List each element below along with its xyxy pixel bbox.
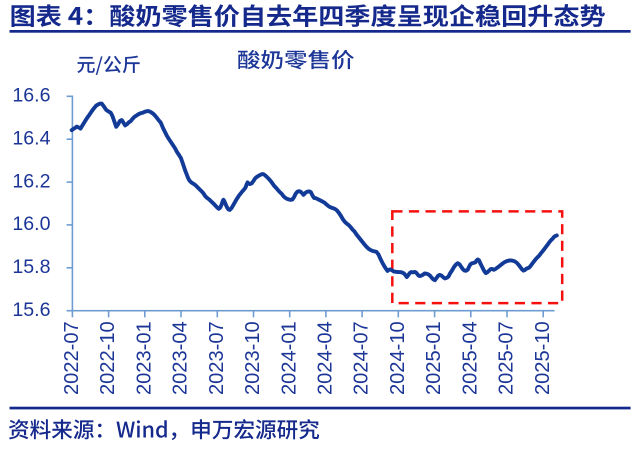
svg-text:2024-10: 2024-10 (387, 321, 409, 395)
svg-text:2024-01: 2024-01 (278, 321, 300, 395)
svg-text:16.4: 16.4 (12, 127, 50, 149)
svg-text:2023-10: 2023-10 (242, 321, 264, 395)
svg-text:2025-10: 2025-10 (532, 321, 554, 395)
svg-text:2023-04: 2023-04 (170, 321, 192, 395)
svg-text:2025-07: 2025-07 (496, 321, 518, 395)
svg-text:2022-10: 2022-10 (97, 321, 119, 395)
svg-text:2025-01: 2025-01 (423, 321, 445, 395)
svg-text:2023-01: 2023-01 (133, 321, 155, 395)
svg-text:16.2: 16.2 (12, 170, 50, 192)
svg-text:2024-04: 2024-04 (315, 321, 337, 395)
svg-text:2023-07: 2023-07 (206, 321, 228, 395)
svg-text:2024-07: 2024-07 (351, 321, 373, 395)
svg-text:16.6: 16.6 (12, 85, 50, 107)
svg-text:2025-04: 2025-04 (459, 321, 481, 395)
svg-text:15.8: 15.8 (12, 256, 50, 278)
svg-text:15.6: 15.6 (12, 299, 50, 321)
svg-text:16.0: 16.0 (12, 213, 50, 235)
svg-text:2022-07: 2022-07 (61, 321, 83, 395)
